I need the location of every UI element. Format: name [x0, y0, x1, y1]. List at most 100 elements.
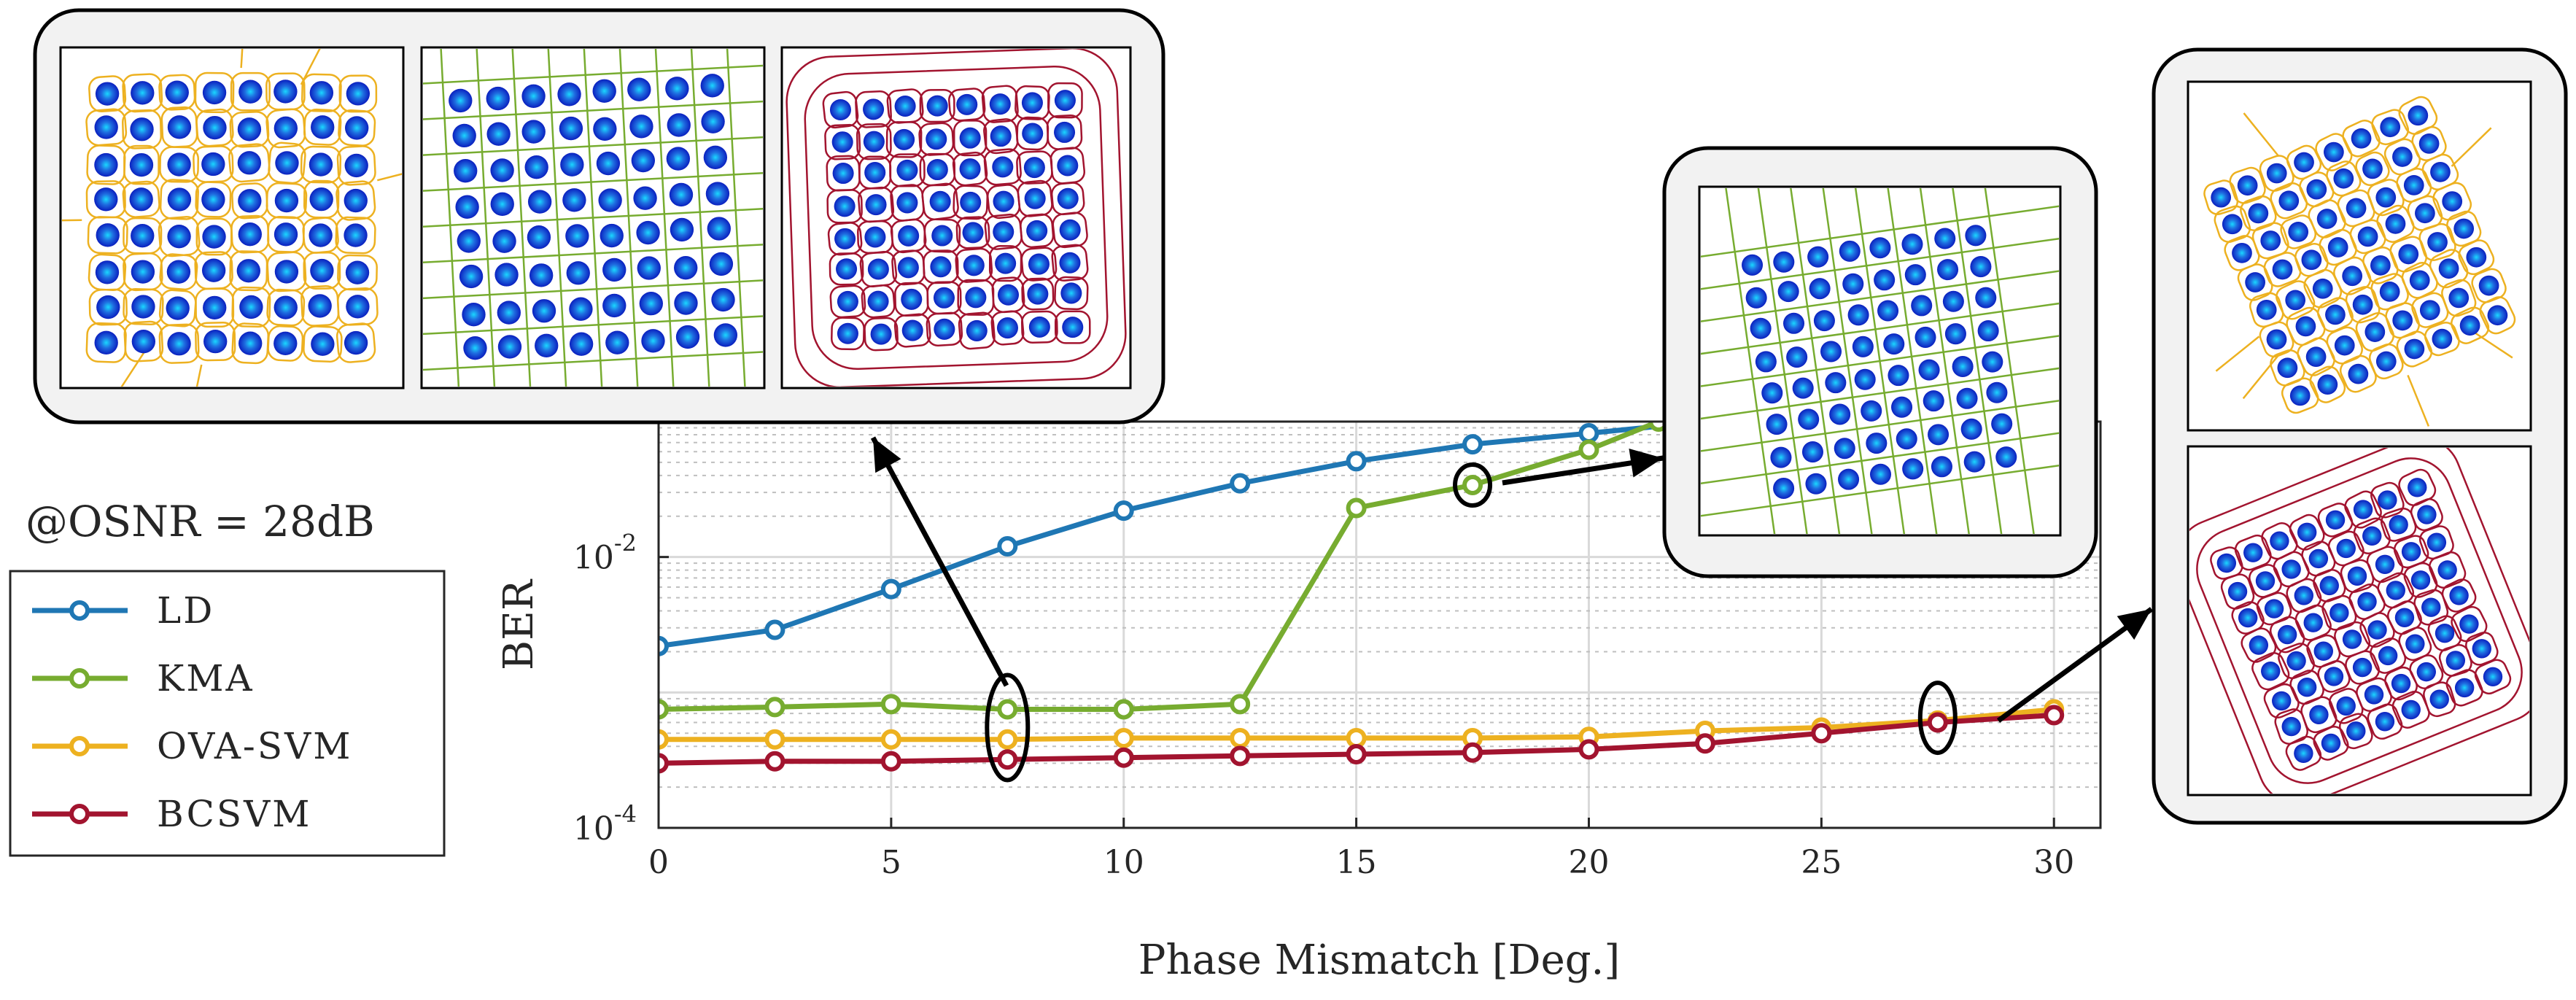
symbol-cluster [2255, 571, 2276, 591]
symbol-cluster [236, 259, 260, 283]
symbol-cluster [2426, 532, 2447, 552]
boundary-cell [2313, 726, 2349, 761]
boundary-cell [2315, 133, 2353, 171]
symbol-cluster [2324, 667, 2344, 686]
symbol-cluster [1773, 251, 1795, 273]
symbol-cluster [2266, 329, 2287, 350]
series-layer [659, 422, 2065, 774]
tick-labels: 0 5 10 15 20 25 30 10-2 10-4 [573, 530, 2074, 881]
data-point-bcsvm [1346, 743, 1367, 764]
symbol-cluster [2342, 629, 2362, 649]
symbol-cluster [832, 163, 854, 185]
symbol-cluster [989, 93, 1011, 115]
symbol-cluster [934, 318, 955, 340]
symbol-cluster [521, 84, 546, 108]
symbol-cluster [2454, 678, 2475, 698]
symbol-cluster [1798, 408, 1820, 430]
symbol-cluster [237, 117, 262, 142]
constellation-points [829, 90, 1084, 345]
symbol-cluster [1755, 351, 1777, 373]
symbol-cluster [2324, 142, 2344, 163]
symbol-cluster [344, 223, 368, 247]
symbol-cluster [2316, 209, 2338, 229]
symbol-cluster [457, 229, 481, 253]
symbol-cluster [2270, 531, 2289, 551]
data-point-kma [997, 699, 1018, 720]
symbol-cluster [2427, 232, 2448, 252]
callout-arrows [870, 436, 2154, 723]
symbol-cluster [864, 161, 886, 184]
symbol-cluster [131, 260, 155, 284]
symbol-cluster [238, 222, 262, 247]
boundary-spoke [2215, 336, 2260, 372]
symbol-cluster [2333, 168, 2354, 189]
boundary-cell [1047, 82, 1083, 119]
symbol-cluster [2430, 161, 2451, 182]
data-point-bcsvm [659, 753, 669, 774]
symbol-cluster [2222, 214, 2243, 235]
symbol-cluster [2459, 614, 2479, 634]
symbol-cluster [167, 224, 191, 249]
symbol-cluster [2421, 597, 2441, 617]
symbol-cluster [2325, 304, 2346, 325]
data-point-ova-svm [1230, 727, 1251, 748]
boundary-cell [85, 108, 128, 147]
symbol-cluster [1931, 456, 1952, 478]
symbol-cluster [929, 190, 951, 212]
symbol-cluster [1901, 233, 1923, 255]
constellation-points [1742, 225, 2017, 499]
symbol-cluster [463, 336, 487, 360]
data-point-kma [1230, 694, 1251, 715]
symbol-cluster [524, 155, 548, 179]
boundary-line [726, 49, 746, 387]
boundary-cell [952, 151, 988, 187]
symbol-cluster [2408, 478, 2427, 497]
symbol-cluster [1060, 282, 1082, 304]
symbol-cluster [2237, 175, 2258, 196]
boundary-cell [2281, 377, 2319, 414]
boundary-cell [195, 108, 234, 147]
symbol-cluster [896, 192, 918, 214]
data-point-ova-svm [659, 729, 669, 750]
symbol-cluster [993, 221, 1015, 243]
symbol-cluster [2312, 278, 2333, 299]
symbol-cluster [129, 187, 153, 212]
boundary-cell [338, 109, 376, 147]
symbol-cluster [2232, 243, 2252, 263]
symbol-cluster [870, 323, 892, 345]
symbol-cluster [1786, 346, 1808, 368]
symbol-cluster [131, 223, 155, 248]
symbol-cluster [308, 294, 332, 318]
symbol-cluster [2334, 335, 2355, 356]
constellation-panel [1698, 185, 2062, 537]
boundary-cell [829, 252, 864, 286]
boundary-cell [123, 320, 164, 363]
symbol-cluster [1834, 438, 1855, 460]
symbol-cluster [201, 258, 226, 282]
symbol-cluster [2342, 265, 2363, 287]
data-point-ova-svm [1113, 727, 1134, 748]
boundary-cell [1020, 310, 1058, 344]
symbol-cluster [2346, 198, 2367, 219]
symbol-cluster [931, 225, 953, 247]
symbol-cluster [2391, 673, 2411, 694]
boundary-cell [2326, 326, 2363, 365]
symbol-cluster [1829, 403, 1851, 425]
symbol-cluster [1918, 359, 1940, 381]
boundary-line [423, 351, 763, 371]
symbol-cluster [2256, 300, 2277, 320]
symbol-cluster [273, 331, 298, 355]
symbol-cluster [2416, 662, 2436, 682]
boundary-line [1701, 432, 2059, 485]
symbol-cluster [2459, 315, 2480, 336]
symbol-cluster [836, 258, 858, 280]
data-point-kma [1462, 474, 1483, 495]
data-point-ld [1462, 434, 1483, 455]
symbol-cluster [1813, 310, 1835, 332]
symbol-cluster [565, 224, 589, 248]
symbol-cluster [201, 187, 225, 212]
symbol-cluster [1982, 351, 2003, 373]
symbol-cluster [600, 223, 624, 248]
symbol-cluster [1770, 446, 1792, 468]
symbol-cluster [2357, 226, 2378, 247]
